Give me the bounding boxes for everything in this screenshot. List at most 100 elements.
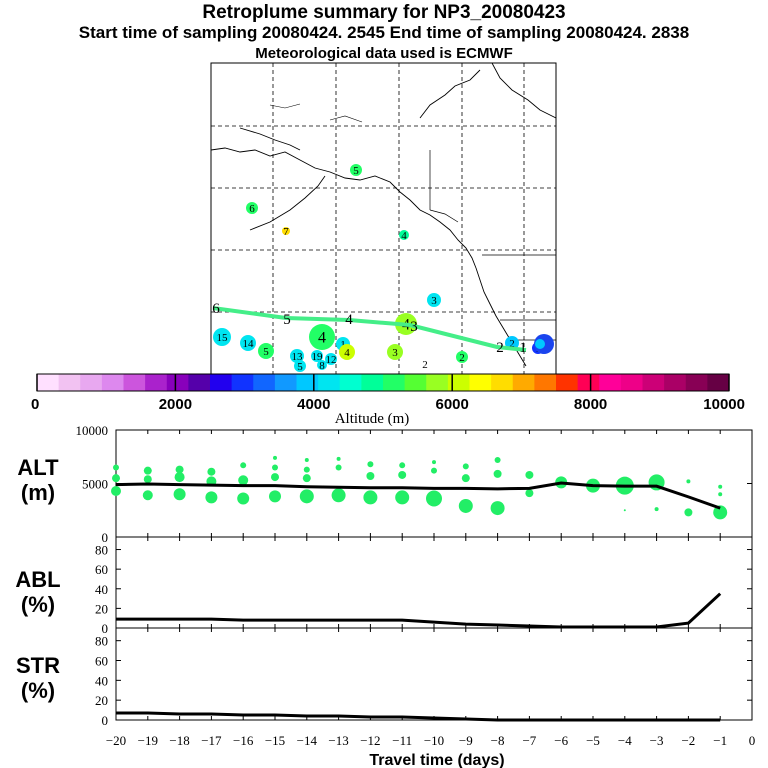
x-tick-label: −4 (618, 733, 632, 748)
map-scatter-point (290, 349, 304, 363)
x-tick-label: −19 (138, 733, 158, 748)
y-tick-label: 10000 (76, 423, 109, 438)
map-scatter-point (399, 230, 409, 240)
alt-dot (271, 473, 279, 482)
y-tick-label: 5000 (82, 477, 108, 492)
x-tick-label: −12 (360, 733, 380, 748)
x-tick-label: −16 (233, 733, 254, 748)
alt-dot (718, 492, 723, 497)
colorbar-swatch (37, 374, 60, 391)
colorbar-swatch (447, 374, 470, 391)
map-scatter-point (427, 293, 441, 307)
map-frame (210, 62, 557, 375)
alt-dot (336, 456, 341, 461)
colorbar-swatch (707, 374, 730, 391)
x-tick-label: −14 (297, 733, 318, 748)
x-tick-label: −18 (169, 733, 189, 748)
colorbar-swatch (620, 374, 643, 391)
colorbar-swatch (556, 374, 579, 391)
map-graticule (211, 63, 556, 374)
alt-dot (175, 465, 184, 474)
x-tick-label: −10 (424, 733, 444, 748)
colorbar-swatch (469, 374, 492, 391)
colorbar-tick-label: 2000 (159, 396, 192, 413)
alt-dot (113, 464, 119, 471)
map-scatter-label: 4 (318, 330, 326, 347)
colorbar-title: Altitude (m) (335, 411, 410, 427)
map-scatter-point (258, 343, 274, 359)
colorbar-swatch (534, 374, 557, 391)
colorbar-swatch (577, 374, 600, 391)
time-series-panels: 1000050000ALT(m)806040200ABL(%)806040200… (15, 423, 753, 728)
alt-dot (525, 489, 534, 498)
colorbar-swatch (274, 374, 297, 391)
map-scatter-point (282, 227, 290, 235)
map-scatter-point (213, 328, 231, 346)
map-scatter-point (421, 360, 429, 368)
y-axis-label: (%) (21, 592, 55, 617)
alt-series-line (115, 481, 721, 510)
map-scatter-label: 8 (319, 360, 325, 372)
colorbar-swatch (383, 374, 406, 391)
x-tick-label: −6 (554, 733, 568, 748)
x-tick-label: 0 (749, 733, 756, 748)
alt-dot (269, 490, 281, 503)
map-scatter-point (339, 344, 355, 360)
panel-str: 80 60 40 20 0 STR(%) (16, 627, 753, 728)
colorbar-swatch (404, 374, 427, 391)
map-track-label: 6 (212, 301, 220, 317)
alt-dot (432, 460, 436, 465)
colorbar-swatch (361, 374, 384, 391)
map-scatter-point (309, 324, 335, 350)
x-tick-label: −15 (265, 733, 285, 748)
y-tick-label: 40 (95, 582, 108, 597)
map-scatter-label: 2 (422, 359, 428, 371)
alt-dot (174, 472, 185, 483)
x-tick-label: −17 (201, 733, 222, 748)
panel-alt: 10000 5000 0 ALT(m) (17, 423, 753, 545)
alt-dot (366, 472, 375, 481)
map-scatter-label: 4 (344, 347, 350, 359)
map-track-line (212, 306, 527, 352)
y-tick-label: 20 (95, 601, 108, 616)
colorbar-swatch (210, 374, 233, 391)
alt-dot (112, 474, 120, 483)
meteorological-data-line: Meteorological data used is ECMWF (255, 45, 513, 62)
panel-frame (115, 627, 753, 721)
map-scatter-label: 2 (509, 338, 515, 350)
map-scatter-label: 1 (340, 339, 346, 351)
alt-dot (395, 490, 410, 505)
receptor-marker (534, 334, 554, 354)
map-scatter-label: 4 (401, 230, 407, 242)
alt-dot (143, 475, 152, 484)
y-tick-label: 0 (102, 621, 109, 636)
sampling-time-line: Start time of sampling 20080424. 2545 En… (78, 23, 690, 42)
alt-dot (143, 466, 152, 475)
alt-dot (426, 490, 442, 507)
x-tick-label: −7 (522, 733, 536, 748)
alt-dot (303, 466, 310, 473)
alt-dot (462, 463, 469, 470)
y-tick-label: 40 (95, 673, 108, 688)
map-scatter-label: 3 (431, 295, 437, 307)
panel-abl: 80 60 40 20 0 ABL(%) (15, 536, 753, 636)
alt-dot (684, 508, 693, 517)
map-scatter-label: 5 (353, 165, 359, 177)
alt-dot (399, 462, 406, 469)
colorbar-swatch (339, 374, 362, 391)
x-tick-label: −9 (459, 733, 473, 748)
str-series-line (116, 711, 721, 722)
alt-dot (713, 505, 728, 520)
alt-dot (335, 464, 342, 471)
colorbar-swatch (318, 374, 341, 391)
colorbar-swatch (642, 374, 665, 391)
alt-dot (272, 464, 278, 471)
colorbar-swatch (253, 374, 276, 391)
colorbar-swatch (145, 374, 168, 391)
colorbar-tick-label: 0 (31, 396, 39, 413)
alt-dot (367, 461, 374, 468)
map-scatter-point (387, 344, 403, 360)
map-scatter-label: 15 (217, 332, 229, 344)
y-axis-label: STR (16, 653, 60, 678)
